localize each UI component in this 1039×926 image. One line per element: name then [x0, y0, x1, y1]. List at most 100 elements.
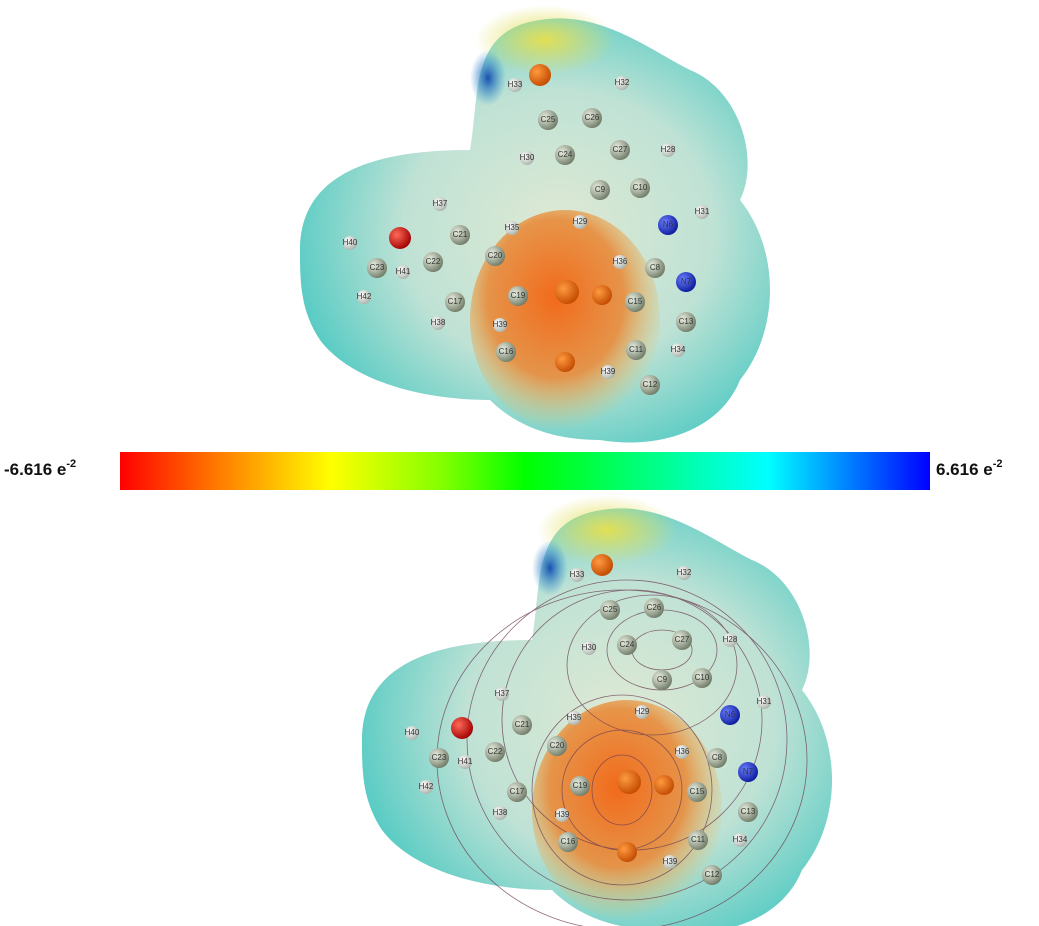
- atom: [493, 318, 507, 332]
- atom: [458, 755, 472, 769]
- atom: [590, 180, 610, 200]
- atom: [702, 865, 722, 885]
- atom: [630, 178, 650, 198]
- atom: [423, 252, 443, 272]
- atom-label: C15: [628, 297, 643, 306]
- atom-label: N6: [725, 710, 736, 719]
- atom-label: H30: [582, 643, 597, 652]
- atom: [720, 705, 740, 725]
- atom: [695, 205, 709, 219]
- atom-label: C8: [650, 263, 661, 272]
- atom-label: C22: [488, 747, 503, 756]
- atom: [445, 292, 465, 312]
- atom-label: C17: [510, 787, 525, 796]
- atom: [658, 215, 678, 235]
- mantissa: 6.616 e: [936, 460, 993, 479]
- atom: [367, 258, 387, 278]
- atom: [615, 76, 629, 90]
- atom: [389, 227, 411, 249]
- atom-label: H42: [419, 782, 434, 791]
- exponent: -2: [993, 458, 1003, 470]
- atom-label: C13: [741, 807, 756, 816]
- atom: [485, 246, 505, 266]
- atom-label: N6: [663, 220, 674, 229]
- atom: [591, 554, 613, 576]
- atom-label: C9: [595, 185, 606, 194]
- atom-label: H32: [677, 568, 692, 577]
- atom-label: H36: [613, 257, 628, 266]
- atom: [757, 695, 771, 709]
- atom-label: H35: [505, 223, 520, 232]
- exponent: -2: [66, 458, 76, 470]
- atom-label: H39: [663, 857, 678, 866]
- atom-label: H37: [433, 199, 448, 208]
- atom-label: C8: [712, 753, 723, 762]
- colorbar-max: 6.616 e-2: [936, 458, 1003, 480]
- atom: [738, 762, 758, 782]
- atom: [529, 64, 551, 86]
- atom: [640, 375, 660, 395]
- atom: [733, 833, 747, 847]
- atom: [617, 635, 637, 655]
- atom-label: C16: [561, 837, 576, 846]
- atom-label: H30: [520, 153, 535, 162]
- mantissa: -6.616 e: [4, 460, 66, 479]
- atom-label: H39: [493, 320, 508, 329]
- atom: [555, 280, 579, 304]
- atom: [582, 108, 602, 128]
- atom: [645, 258, 665, 278]
- atom: [600, 600, 620, 620]
- atom-label: H38: [493, 808, 508, 817]
- atom-label: C20: [550, 741, 565, 750]
- atom: [419, 780, 433, 794]
- atom: [558, 832, 578, 852]
- atom-label: C21: [453, 230, 468, 239]
- atom-label: H41: [396, 267, 411, 276]
- atom-label: H41: [458, 757, 473, 766]
- atom: [508, 78, 522, 92]
- atom-label: H33: [570, 570, 585, 579]
- atom: [723, 633, 737, 647]
- atom: [538, 110, 558, 130]
- atom-label: C10: [633, 183, 648, 192]
- atom: [661, 143, 675, 157]
- atom-label: C15: [690, 787, 705, 796]
- atom: [570, 776, 590, 796]
- atom: [738, 802, 758, 822]
- atom: [495, 687, 509, 701]
- atom-label: H39: [601, 367, 616, 376]
- atom-label: C22: [426, 257, 441, 266]
- atom: [617, 842, 637, 862]
- atom-label: C26: [585, 113, 600, 122]
- atom: [617, 770, 641, 794]
- colorbar: [120, 452, 930, 490]
- atom-label: H28: [723, 635, 738, 644]
- atom: [610, 140, 630, 160]
- atom-label: H34: [671, 345, 686, 354]
- atom: [675, 745, 689, 759]
- atom: [555, 352, 575, 372]
- atom-label: N7: [681, 277, 692, 286]
- atom: [672, 630, 692, 650]
- atom: [405, 726, 419, 740]
- atom-label: H33: [508, 80, 523, 89]
- atom: [520, 151, 534, 165]
- atom: [431, 316, 445, 330]
- atom-label: C23: [432, 753, 447, 762]
- atom-label: H31: [695, 207, 710, 216]
- atom-label: C16: [499, 347, 514, 356]
- atom-label: C11: [691, 835, 706, 844]
- atom: [485, 742, 505, 762]
- atom-label: C27: [613, 145, 628, 154]
- atom-label: C19: [573, 781, 588, 790]
- atom: [613, 255, 627, 269]
- atom-label: C27: [675, 635, 690, 644]
- atom: [570, 568, 584, 582]
- atom: [396, 265, 410, 279]
- atom-label: C25: [603, 605, 618, 614]
- atom: [555, 808, 569, 822]
- atom: [582, 641, 596, 655]
- atom: [567, 711, 581, 725]
- top-molecule: H33 H32 C25 C26 H30 C24 C27 H28 C9 C10 H29 N6 H31 C8 N…: [343, 64, 710, 395]
